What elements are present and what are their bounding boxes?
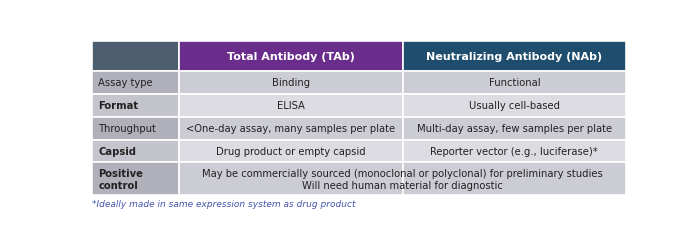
FancyBboxPatch shape xyxy=(179,140,403,163)
FancyBboxPatch shape xyxy=(179,42,403,72)
FancyBboxPatch shape xyxy=(403,94,626,117)
Text: <One-day assay, many samples per plate: <One-day assay, many samples per plate xyxy=(186,124,396,134)
FancyBboxPatch shape xyxy=(403,72,626,94)
Text: May be commercially sourced (monoclonal or polyclonal) for preliminary studies
W: May be commercially sourced (monoclonal … xyxy=(202,168,603,190)
FancyBboxPatch shape xyxy=(92,163,179,196)
FancyBboxPatch shape xyxy=(92,42,179,72)
Text: Multi-day assay, few samples per plate: Multi-day assay, few samples per plate xyxy=(416,124,612,134)
Text: Assay type: Assay type xyxy=(98,78,153,88)
Text: Functional: Functional xyxy=(489,78,540,88)
FancyBboxPatch shape xyxy=(179,163,403,196)
Text: *Ideally made in same expression system as drug product: *Ideally made in same expression system … xyxy=(92,200,356,208)
FancyBboxPatch shape xyxy=(179,94,403,117)
Text: ELISA: ELISA xyxy=(277,101,305,111)
FancyBboxPatch shape xyxy=(403,42,626,72)
FancyBboxPatch shape xyxy=(179,117,403,140)
FancyBboxPatch shape xyxy=(403,163,626,196)
FancyBboxPatch shape xyxy=(403,140,626,163)
FancyBboxPatch shape xyxy=(92,94,179,117)
Text: Positive
control: Positive control xyxy=(98,168,144,190)
Text: Throughput: Throughput xyxy=(98,124,156,134)
Text: Neutralizing Antibody (NAb): Neutralizing Antibody (NAb) xyxy=(426,52,603,62)
FancyBboxPatch shape xyxy=(92,117,179,140)
FancyBboxPatch shape xyxy=(179,72,403,94)
Text: Binding: Binding xyxy=(272,78,310,88)
FancyBboxPatch shape xyxy=(403,117,626,140)
Text: Usually cell-based: Usually cell-based xyxy=(469,101,560,111)
Text: Total Antibody (TAb): Total Antibody (TAb) xyxy=(227,52,355,62)
Text: Format: Format xyxy=(98,101,139,111)
Text: Drug product or empty capsid: Drug product or empty capsid xyxy=(216,146,366,156)
FancyBboxPatch shape xyxy=(92,72,179,94)
FancyBboxPatch shape xyxy=(92,140,179,163)
Text: Reporter vector (e.g., luciferase)*: Reporter vector (e.g., luciferase)* xyxy=(430,146,598,156)
Text: Capsid: Capsid xyxy=(98,146,136,156)
